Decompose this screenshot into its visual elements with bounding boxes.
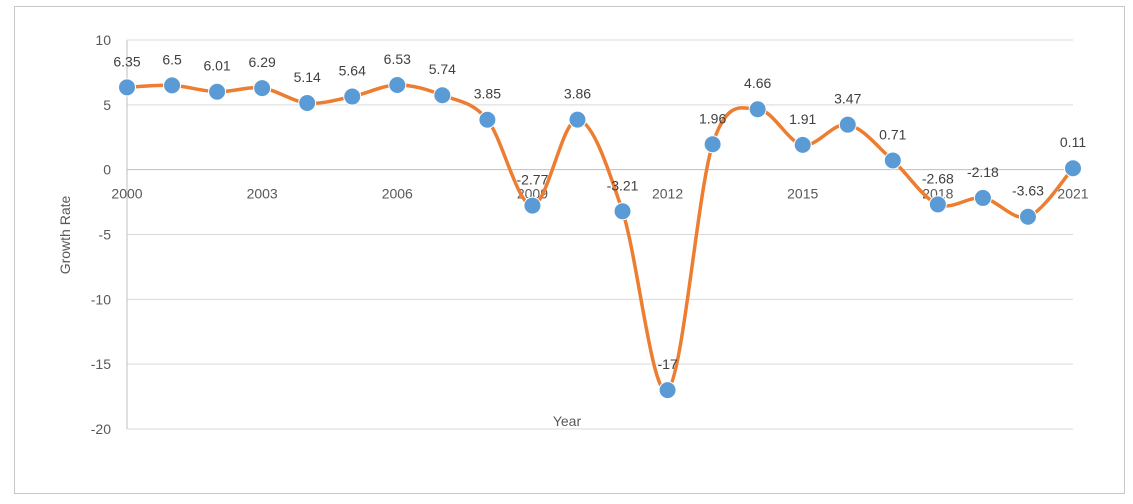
- data-point: [973, 188, 992, 207]
- y-tick-label: -10: [91, 291, 111, 307]
- data-label: 6.5: [162, 51, 182, 67]
- series-line: [125, 83, 1075, 393]
- data-label: 5.64: [339, 63, 366, 79]
- data-point: [118, 78, 136, 97]
- data-label: 6.35: [113, 53, 140, 69]
- data-point: [883, 151, 902, 170]
- data-label: 3.86: [564, 86, 591, 102]
- data-label: 5.14: [294, 69, 321, 85]
- data-point: [793, 135, 812, 154]
- data-label: -3.21: [607, 177, 639, 193]
- chart-frame: [14, 6, 1125, 494]
- data-label: -3.63: [1012, 183, 1044, 199]
- data-point: [163, 76, 182, 95]
- x-tick-label: 2012: [652, 186, 683, 202]
- x-tick-label: 2003: [247, 186, 278, 202]
- data-label: -2.18: [967, 164, 999, 180]
- data-point: [838, 115, 857, 134]
- data-label: 6.29: [249, 54, 276, 70]
- data-label: 1.96: [699, 110, 726, 126]
- data-label: 0.71: [879, 126, 906, 142]
- gridlines: [127, 39, 1073, 430]
- data-label: 6.53: [384, 51, 411, 67]
- data-point: [748, 100, 767, 119]
- x-axis-title: Year: [553, 413, 582, 429]
- data-point: [1018, 207, 1037, 226]
- data-label: 3.47: [834, 91, 861, 107]
- data-label: -2.77: [516, 172, 548, 188]
- data-point: [388, 75, 407, 94]
- x-tick-label: 2006: [382, 186, 413, 202]
- data-label: 3.85: [474, 86, 501, 102]
- data-label: 4.66: [744, 75, 771, 91]
- x-tick-label: 2015: [787, 186, 818, 202]
- data-point: [928, 195, 947, 214]
- data-point: [298, 94, 317, 113]
- data-label: 6.01: [203, 58, 230, 74]
- data-point: [658, 381, 677, 400]
- data-label: -17: [657, 356, 677, 372]
- y-tick-label: -20: [91, 421, 111, 437]
- y-tick-label: 10: [95, 32, 111, 48]
- y-axis-title: Growth Rate: [57, 195, 73, 274]
- x-tick-label: 2000: [111, 186, 142, 202]
- data-label: -2.68: [922, 170, 954, 186]
- x-axis: 2000 2003 2006 2009 2012 2015 2018 2021: [111, 186, 1088, 202]
- x-tick-label: 2021: [1057, 186, 1088, 202]
- y-axis: 10 5 0 -5 -10 -15 -20: [91, 32, 128, 437]
- data-point: [343, 87, 362, 106]
- data-point: [568, 110, 587, 129]
- data-point: [523, 196, 542, 215]
- y-tick-label: 5: [103, 97, 111, 113]
- data-point: [253, 79, 272, 98]
- data-point: [703, 135, 722, 154]
- data-point: [1064, 159, 1082, 178]
- data-label: 0.11: [1060, 134, 1086, 150]
- data-label: 1.91: [789, 111, 816, 127]
- data-point: [433, 86, 452, 105]
- y-tick-label: -5: [99, 227, 112, 243]
- data-label: 5.74: [429, 61, 456, 77]
- data-point: [208, 82, 227, 101]
- y-tick-label: -15: [91, 356, 111, 372]
- data-labels: 6.35 6.5 6.01 6.29 5.14 5.64 6.53 5.74 3.85 -2.77…: [113, 51, 1086, 372]
- data-markers: [118, 75, 1082, 400]
- data-point: [478, 110, 497, 129]
- y-tick-label: 0: [103, 162, 111, 178]
- data-point: [613, 202, 632, 221]
